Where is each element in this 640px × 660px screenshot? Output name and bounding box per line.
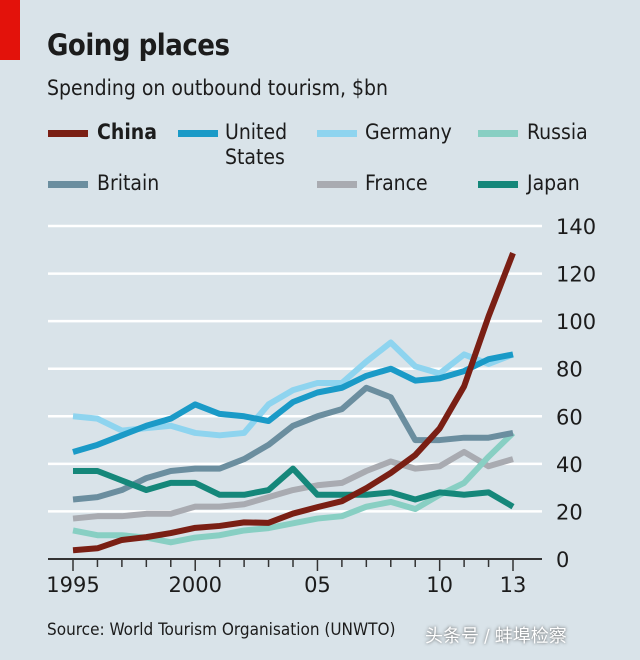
legend-swatch-britain <box>48 181 88 188</box>
series-line-britain <box>72 384 514 503</box>
x-tick-label: 10 <box>426 573 453 597</box>
legend-swatch-russia <box>478 130 518 137</box>
legend-label-china: China <box>97 120 157 144</box>
watermark: 头条号 / 蚌埠检察 <box>425 626 567 647</box>
legend-swatch-france <box>317 181 357 188</box>
y-tick-label: 140 <box>556 215 596 239</box>
legend-swatch-japan <box>478 181 518 188</box>
x-tick-label: 05 <box>304 573 331 597</box>
legend-label-germany: Germany <box>365 120 452 144</box>
y-tick-label: 20 <box>556 500 583 524</box>
y-tick-label: 0 <box>556 548 569 572</box>
series-line-united-states <box>72 351 514 455</box>
legend-label-united-states: United States <box>225 120 287 170</box>
x-tick-label: 13 <box>500 573 527 597</box>
chart-subtitle: Spending on outbound tourism, $bn <box>47 76 388 100</box>
x-tick-label: 2000 <box>168 573 221 597</box>
legend-label-line2: States <box>225 145 285 169</box>
series-line-france <box>72 448 514 522</box>
x-tick-label: 1995 <box>46 573 99 597</box>
legend-label-line1: United <box>225 120 288 144</box>
chart-title: Going places <box>47 28 230 62</box>
y-tick-label: 120 <box>556 263 596 287</box>
legend-label-france: France <box>365 171 428 195</box>
legend-swatch-china <box>48 130 88 137</box>
legend-label-britain: Britain <box>97 171 160 195</box>
source-note: Source: World Tourism Organisation (UNWT… <box>47 620 396 640</box>
legend-swatch-germany <box>317 130 357 137</box>
legend-label-russia: Russia <box>527 120 588 144</box>
y-tick-label: 80 <box>556 358 583 382</box>
series-line-japan <box>73 465 515 510</box>
y-tick-label: 60 <box>556 405 583 429</box>
series-line-china <box>72 252 516 554</box>
legend-swatch-united-states <box>178 130 218 137</box>
legend-label-japan: Japan <box>527 171 580 195</box>
brand-tab <box>0 0 20 60</box>
y-tick-label: 100 <box>556 310 596 334</box>
y-tick-label: 40 <box>556 453 583 477</box>
